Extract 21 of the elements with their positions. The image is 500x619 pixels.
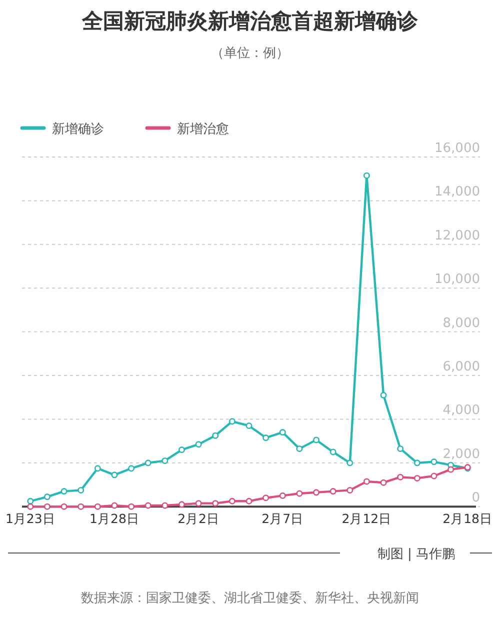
legend-label: 新增确诊 xyxy=(52,122,104,137)
x-tick-label: 2月7日 xyxy=(262,511,304,526)
x-tick-label: 1月23日 xyxy=(5,511,56,526)
y-tick-label: 4,000 xyxy=(442,403,480,418)
y-tick-label: 2,000 xyxy=(442,446,480,462)
legend-label: 新增治愈 xyxy=(177,122,229,137)
x-tick-label: 2月2日 xyxy=(178,511,220,526)
source-note: 数据来源：国家卫健委、湖北省卫健委、新华社、央视新闻 xyxy=(81,590,419,606)
y-tick-label: 16,000 xyxy=(434,141,480,156)
y-tick-label: 10,000 xyxy=(434,272,480,288)
x-tick-label: 1月28日 xyxy=(90,511,140,526)
text: 制图 | 马作鹏 xyxy=(377,547,455,562)
y-tick-label: 12,000 xyxy=(434,228,480,244)
y-tick-label: 14,000 xyxy=(434,184,480,200)
chart-title: 全国新冠肺炎新增治愈首超新增确诊 xyxy=(81,9,419,33)
x-tick-label: 2月18日 xyxy=(442,511,493,526)
x-tick-label: 2月12日 xyxy=(342,511,392,526)
y-tick-label: 8,000 xyxy=(442,316,480,331)
y-tick-label: 0 xyxy=(472,490,480,506)
y-tick-label: 6,000 xyxy=(442,360,480,374)
chart-subtitle: （单位：例） xyxy=(211,46,289,61)
